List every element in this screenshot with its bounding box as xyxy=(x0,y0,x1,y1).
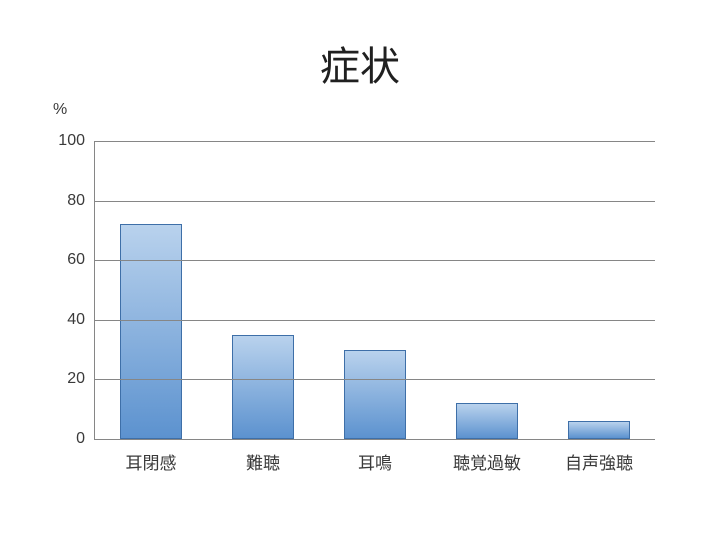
bar xyxy=(232,335,295,439)
bar xyxy=(568,421,631,439)
y-tick-label: 60 xyxy=(67,251,95,269)
y-tick-label: 20 xyxy=(67,370,95,388)
y-tick-label: 40 xyxy=(67,311,95,329)
plot-area: 020406080100耳閉感難聴耳鳴聴覚過敏自声強聴 xyxy=(94,141,655,440)
x-category-label: 聴覚過敏 xyxy=(453,439,521,474)
x-category-label: 自声強聴 xyxy=(565,439,633,474)
x-category-label: 耳閉感 xyxy=(126,439,177,474)
grid-line xyxy=(95,379,655,380)
y-tick-label: 100 xyxy=(58,132,95,150)
x-category-label: 耳鳴 xyxy=(358,439,392,474)
chart-title: 症状 xyxy=(0,34,720,92)
bar xyxy=(120,224,183,439)
grid-line xyxy=(95,260,655,261)
bars-layer xyxy=(95,141,655,439)
y-tick-label: 80 xyxy=(67,192,95,210)
x-category-label: 難聴 xyxy=(246,439,280,474)
bar xyxy=(344,350,407,439)
y-axis-unit: % xyxy=(53,101,67,119)
grid-line xyxy=(95,201,655,202)
bar xyxy=(456,403,519,439)
plot-area-wrap: 020406080100耳閉感難聴耳鳴聴覚過敏自声強聴 xyxy=(94,141,654,439)
grid-line xyxy=(95,141,655,142)
grid-line xyxy=(95,320,655,321)
y-tick-label: 0 xyxy=(76,430,95,448)
slide: 症状 % 020406080100耳閉感難聴耳鳴聴覚過敏自声強聴 xyxy=(0,0,720,540)
